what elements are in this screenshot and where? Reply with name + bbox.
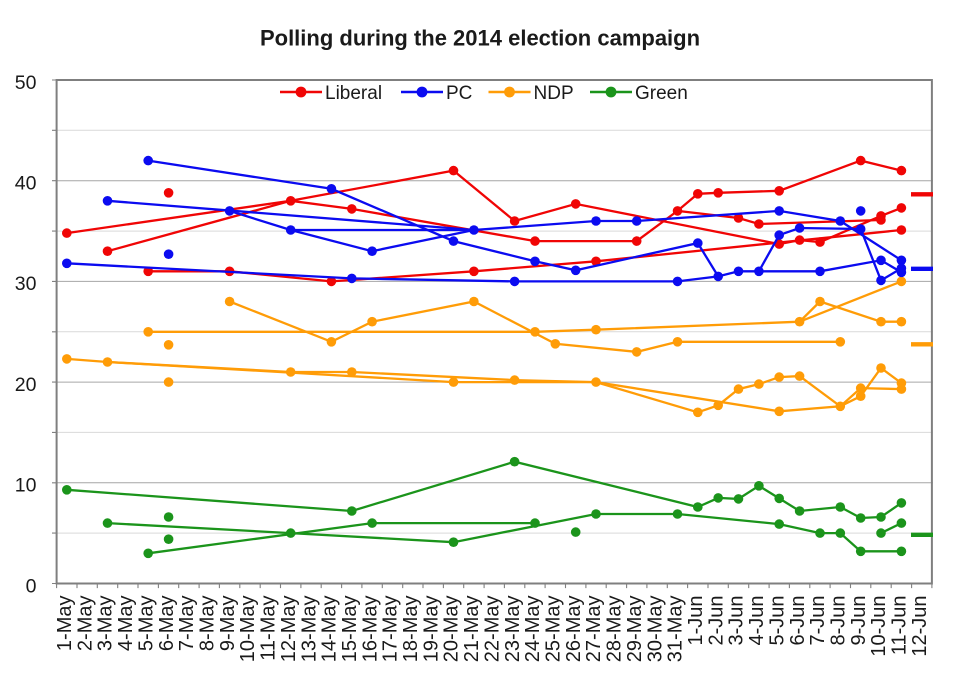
svg-text:24-May: 24-May (522, 596, 544, 663)
svg-text:40: 40 (15, 173, 37, 195)
svg-text:20: 20 (15, 374, 37, 396)
svg-text:8-May: 8-May (197, 596, 219, 652)
svg-text:17-May: 17-May (380, 596, 402, 663)
svg-text:27-May: 27-May (583, 596, 605, 663)
svg-text:11-Jun: 11-Jun (889, 596, 911, 656)
svg-text:PC: PC (446, 83, 472, 104)
svg-text:28-May: 28-May (604, 596, 626, 663)
svg-text:7-May: 7-May (176, 596, 198, 652)
svg-text:2-Jun: 2-Jun (705, 596, 727, 646)
svg-text:4-May: 4-May (115, 596, 137, 652)
svg-text:30: 30 (15, 273, 37, 295)
svg-text:6-May: 6-May (156, 596, 178, 652)
svg-text:8-Jun: 8-Jun (828, 596, 850, 646)
svg-text:23-May: 23-May (502, 596, 524, 663)
svg-text:10: 10 (15, 475, 37, 497)
svg-text:20-May: 20-May (441, 596, 463, 663)
svg-text:Green: Green (635, 83, 688, 104)
svg-text:2-May: 2-May (74, 596, 96, 652)
svg-text:29-May: 29-May (624, 596, 646, 663)
svg-text:4-Jun: 4-Jun (746, 596, 768, 646)
svg-text:13-May: 13-May (298, 596, 320, 663)
svg-text:9-May: 9-May (217, 596, 239, 652)
svg-text:3-May: 3-May (95, 596, 117, 652)
svg-text:NDP: NDP (534, 83, 574, 104)
svg-text:Liberal: Liberal (325, 83, 382, 104)
svg-text:1-Jun: 1-Jun (685, 596, 707, 646)
svg-text:26-May: 26-May (563, 596, 585, 663)
svg-text:0: 0 (26, 575, 37, 597)
svg-text:14-May: 14-May (319, 596, 341, 663)
svg-text:31-May: 31-May (665, 596, 687, 663)
svg-text:5-Jun: 5-Jun (766, 596, 788, 646)
svg-text:10-Jun: 10-Jun (868, 596, 890, 657)
svg-text:3-Jun: 3-Jun (726, 596, 748, 646)
svg-text:9-Jun: 9-Jun (848, 596, 870, 646)
svg-text:Polling during the 2014 electi: Polling during the 2014 election campaig… (260, 26, 700, 51)
svg-text:1-May: 1-May (54, 596, 76, 652)
svg-text:30-May: 30-May (644, 596, 666, 663)
svg-text:22-May: 22-May (482, 596, 504, 663)
svg-text:16-May: 16-May (359, 596, 381, 663)
svg-text:11-May: 11-May (258, 596, 280, 661)
svg-text:6-Jun: 6-Jun (787, 596, 809, 646)
svg-text:5-May: 5-May (135, 596, 157, 652)
svg-text:25-May: 25-May (543, 596, 565, 663)
svg-text:12-Jun: 12-Jun (909, 596, 931, 657)
svg-text:15-May: 15-May (339, 596, 361, 663)
svg-text:50: 50 (15, 72, 37, 94)
svg-text:12-May: 12-May (278, 596, 300, 663)
svg-text:21-May: 21-May (461, 596, 483, 663)
svg-text:7-Jun: 7-Jun (807, 596, 829, 646)
svg-text:18-May: 18-May (400, 596, 422, 663)
svg-text:10-May: 10-May (237, 596, 259, 663)
svg-text:19-May: 19-May (420, 596, 442, 663)
